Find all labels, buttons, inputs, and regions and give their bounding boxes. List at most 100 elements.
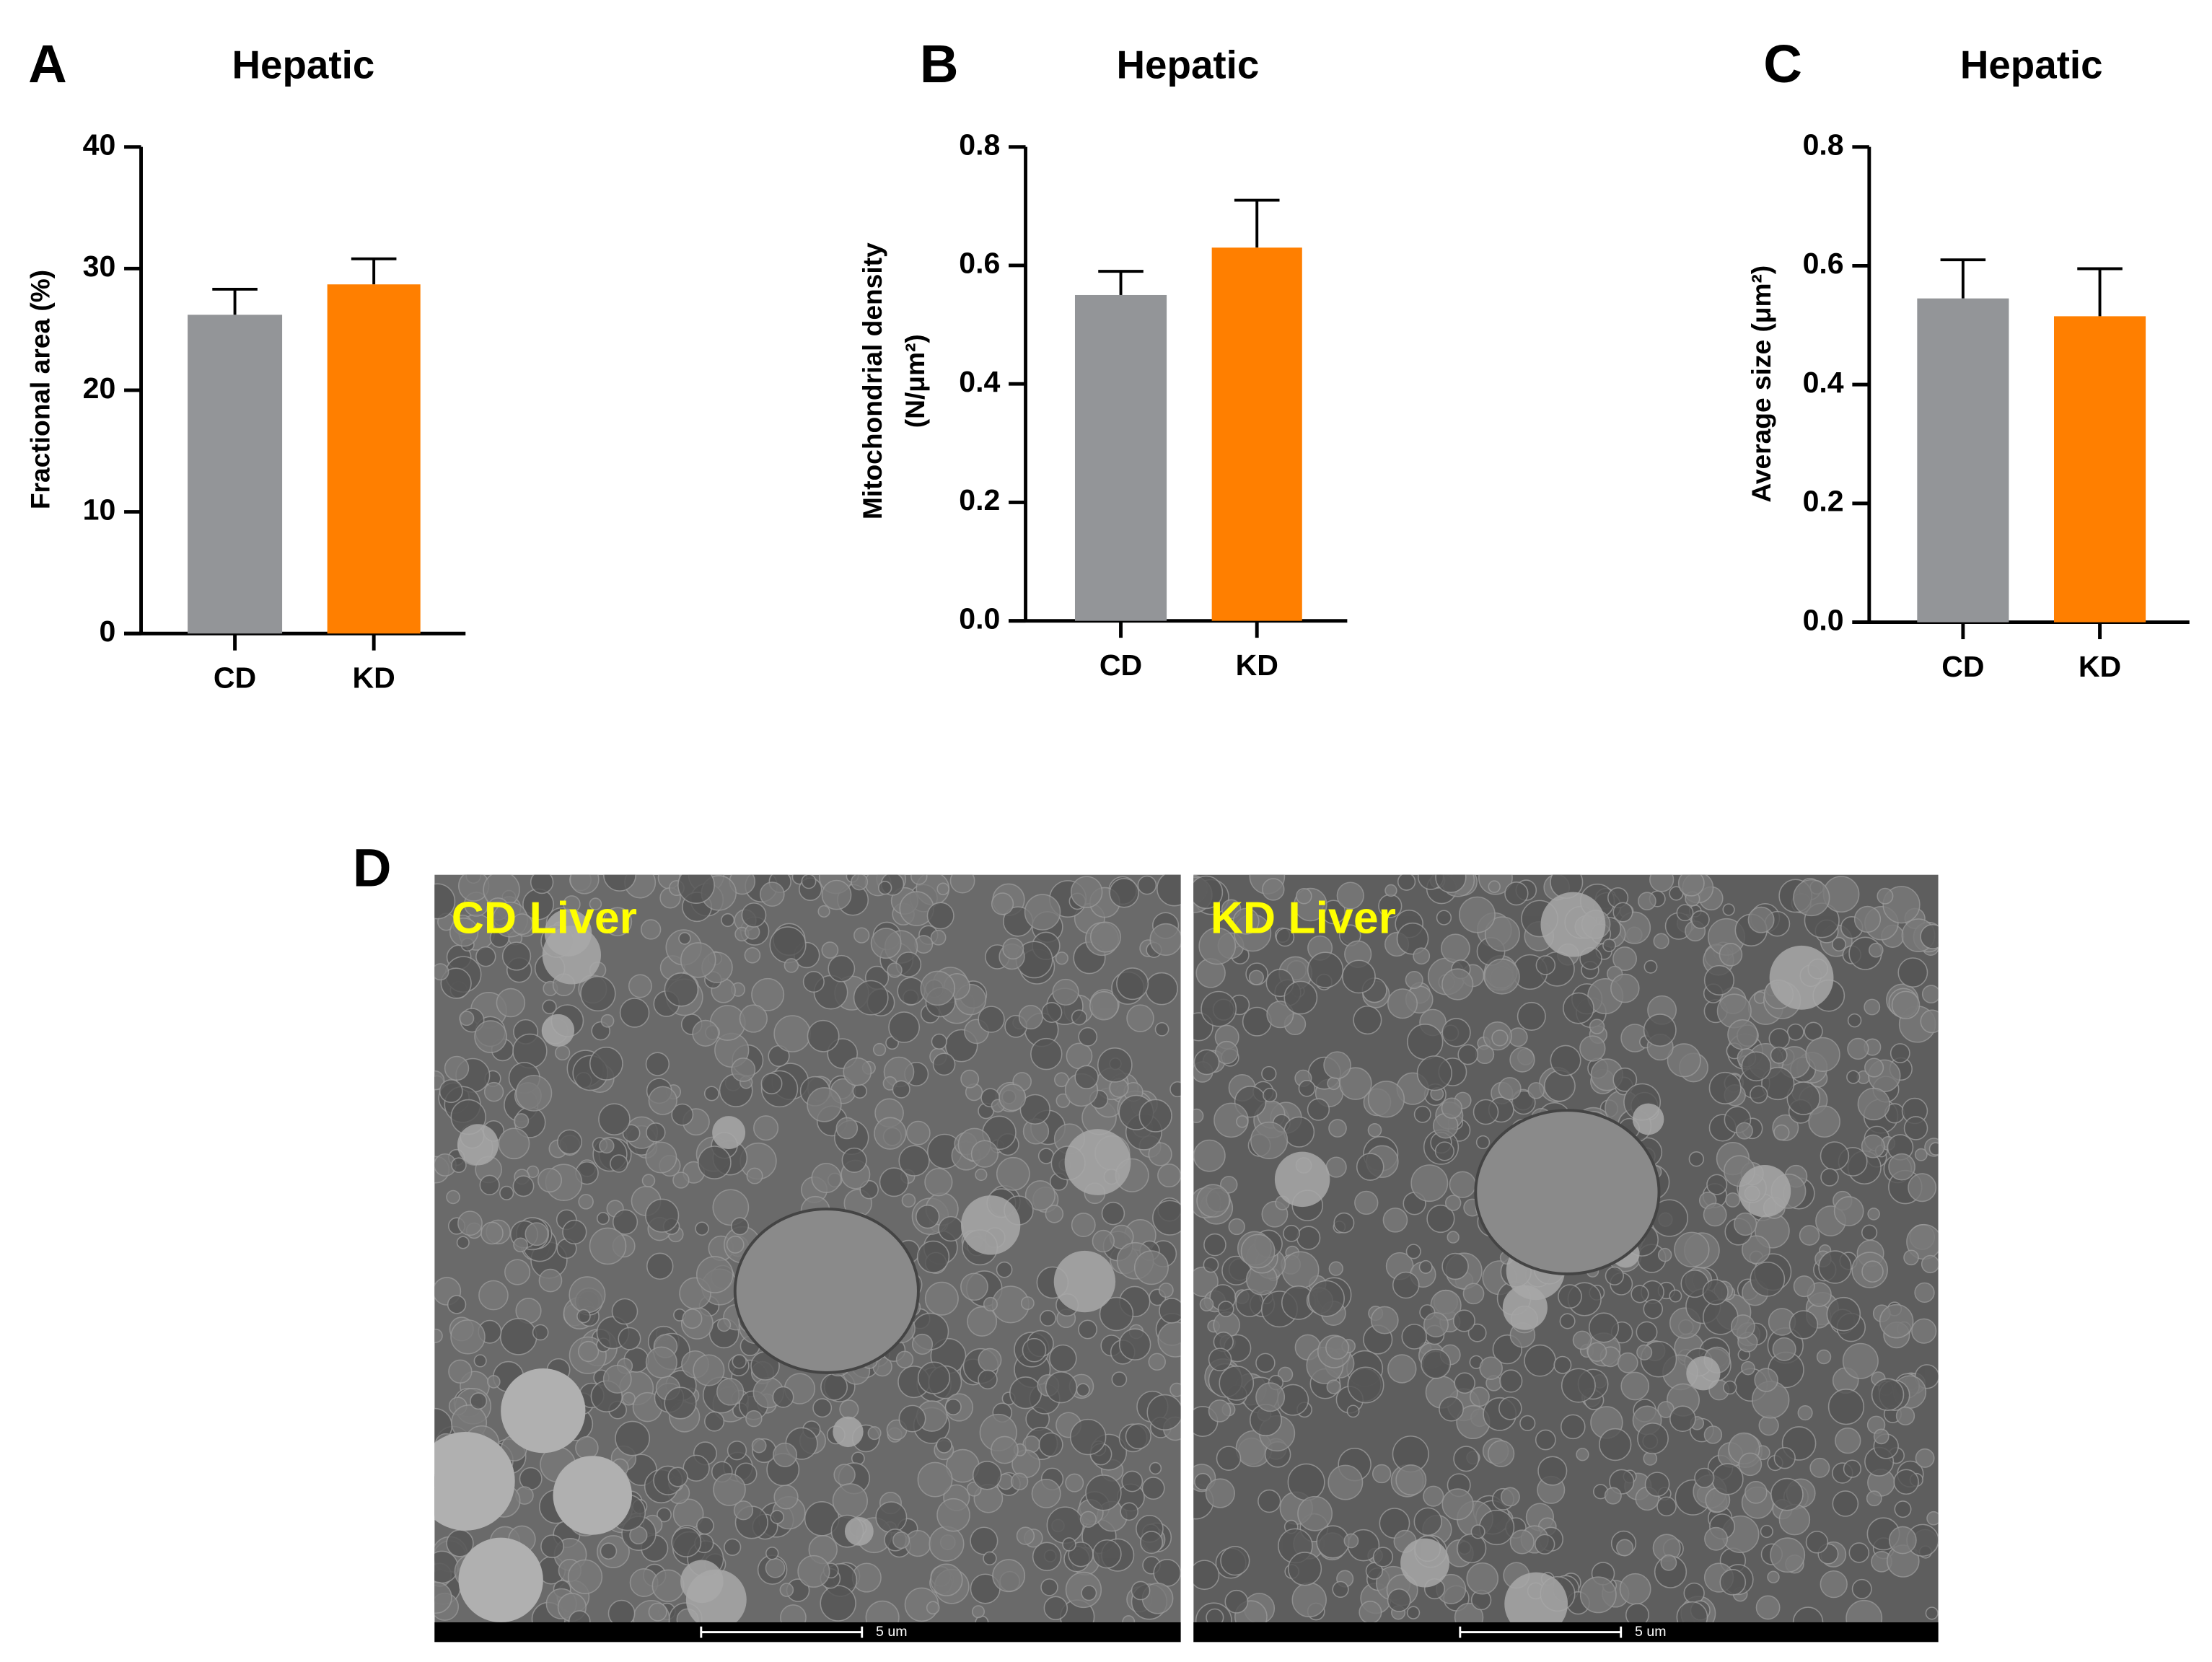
- texture: [512, 1033, 548, 1069]
- texture: [779, 1583, 794, 1597]
- texture: [501, 941, 532, 971]
- texture: [1636, 1321, 1658, 1343]
- texture: [496, 988, 526, 1018]
- texture: [671, 1103, 694, 1126]
- chart-title: Hepatic: [232, 43, 375, 87]
- texture: [1649, 874, 1675, 892]
- texture: [525, 1222, 549, 1246]
- texture: [1517, 1001, 1546, 1031]
- bar: [188, 315, 283, 634]
- texture: [1826, 1296, 1861, 1332]
- texture: [820, 1585, 856, 1622]
- texture: [1071, 1009, 1087, 1026]
- texture: [1921, 1254, 1939, 1274]
- texture: [1169, 1382, 1181, 1397]
- texture: [1612, 946, 1637, 972]
- lipid-droplet: [553, 1456, 632, 1535]
- texture: [1141, 1477, 1165, 1500]
- y-tick-label: 0.6: [959, 247, 1000, 280]
- x-tick-label: KD: [2079, 650, 2121, 683]
- texture: [1367, 1123, 1382, 1138]
- texture: [1727, 1019, 1758, 1050]
- texture: [1914, 1282, 1935, 1303]
- texture: [1038, 1432, 1063, 1457]
- texture: [1041, 1002, 1063, 1024]
- texture: [1735, 1122, 1753, 1140]
- texture: [1643, 959, 1658, 974]
- micrograph: [1193, 874, 1939, 1622]
- texture: [1770, 1046, 1788, 1064]
- texture: [1761, 1066, 1795, 1101]
- texture: [1133, 1250, 1169, 1285]
- texture: [770, 1510, 784, 1524]
- texture: [1519, 1415, 1536, 1431]
- texture: [1674, 1231, 1710, 1267]
- texture: [1475, 1135, 1491, 1150]
- droplet: [960, 1195, 1021, 1255]
- texture: [1255, 1353, 1276, 1373]
- texture: [1370, 1306, 1399, 1335]
- droplet: [1064, 1129, 1131, 1195]
- texture: [1078, 1026, 1098, 1047]
- texture: [926, 902, 954, 930]
- texture: [1421, 1348, 1452, 1379]
- texture: [936, 1498, 970, 1532]
- texture: [1276, 928, 1295, 947]
- texture: [746, 1167, 763, 1184]
- texture: [887, 962, 903, 978]
- texture: [1869, 942, 1884, 958]
- texture: [1527, 1082, 1545, 1099]
- texture: [1741, 1360, 1755, 1376]
- texture: [1653, 933, 1669, 949]
- texture: [651, 1569, 685, 1602]
- texture: [1101, 1201, 1125, 1226]
- texture: [1797, 1405, 1813, 1421]
- texture: [1043, 1596, 1068, 1621]
- texture: [1159, 1298, 1181, 1324]
- texture: [1413, 947, 1431, 965]
- texture: [1193, 1108, 1204, 1123]
- texture: [915, 1204, 940, 1229]
- texture: [1158, 1283, 1174, 1298]
- texture: [1208, 1347, 1232, 1371]
- texture: [1470, 1524, 1485, 1539]
- texture: [470, 1392, 488, 1410]
- texture: [1703, 1202, 1727, 1227]
- droplet: [1769, 945, 1834, 1010]
- texture: [1509, 1529, 1535, 1555]
- texture: [1867, 1208, 1880, 1221]
- texture: [1871, 1378, 1905, 1411]
- texture: [1405, 1244, 1421, 1259]
- texture: [1217, 1301, 1234, 1317]
- texture: [1441, 1488, 1474, 1521]
- texture: [611, 1298, 638, 1325]
- texture: [504, 1259, 531, 1285]
- texture: [487, 1375, 501, 1389]
- texture: [760, 1073, 783, 1095]
- texture: [1925, 1606, 1939, 1620]
- texture: [479, 1174, 500, 1195]
- droplet: [1632, 1103, 1664, 1135]
- texture: [1488, 880, 1501, 893]
- texture: [695, 1256, 734, 1293]
- texture: [1588, 1312, 1620, 1343]
- texture: [648, 1086, 677, 1115]
- droplet: [1400, 1538, 1450, 1588]
- texture: [1407, 1024, 1444, 1060]
- texture: [1734, 1212, 1757, 1236]
- texture: [1045, 1371, 1078, 1404]
- texture: [1638, 892, 1656, 911]
- texture: [1297, 1495, 1333, 1531]
- texture: [1206, 1608, 1224, 1622]
- texture: [1462, 1283, 1485, 1305]
- texture: [1261, 1065, 1277, 1082]
- texture: [1030, 1037, 1063, 1070]
- y-axis-label: Mitochondrial density: [857, 242, 887, 519]
- texture: [1843, 1459, 1862, 1478]
- texture: [773, 1485, 799, 1510]
- texture: [999, 1083, 1027, 1112]
- texture: [1820, 1141, 1850, 1171]
- texture: [1893, 1469, 1919, 1495]
- texture: [971, 1605, 985, 1619]
- texture: [459, 1011, 475, 1026]
